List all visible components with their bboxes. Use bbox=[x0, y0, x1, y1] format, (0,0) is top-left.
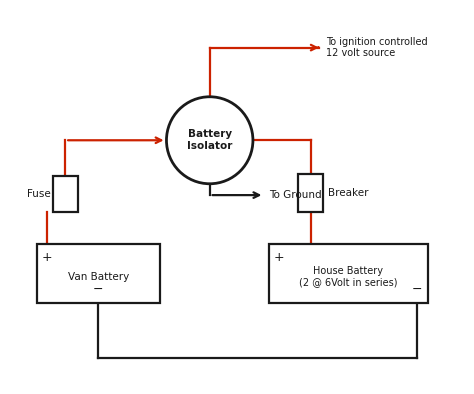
Text: −: − bbox=[411, 283, 422, 296]
Text: Battery
Isolator: Battery Isolator bbox=[187, 130, 232, 151]
Ellipse shape bbox=[166, 97, 253, 184]
Text: +: + bbox=[273, 251, 284, 264]
Text: −: − bbox=[93, 283, 103, 296]
Bar bbox=[269, 244, 428, 303]
Text: House Battery
(2 @ 6Volt in series): House Battery (2 @ 6Volt in series) bbox=[299, 266, 398, 287]
Bar bbox=[299, 174, 323, 212]
Bar bbox=[53, 176, 78, 212]
Text: Breaker: Breaker bbox=[328, 188, 368, 198]
Text: To ignition controlled
12 volt source: To ignition controlled 12 volt source bbox=[326, 37, 428, 58]
Text: +: + bbox=[42, 251, 52, 264]
Bar bbox=[37, 244, 160, 303]
Text: Fuse: Fuse bbox=[27, 189, 50, 199]
Text: Van Battery: Van Battery bbox=[68, 271, 129, 282]
Text: To Ground: To Ground bbox=[269, 190, 321, 200]
